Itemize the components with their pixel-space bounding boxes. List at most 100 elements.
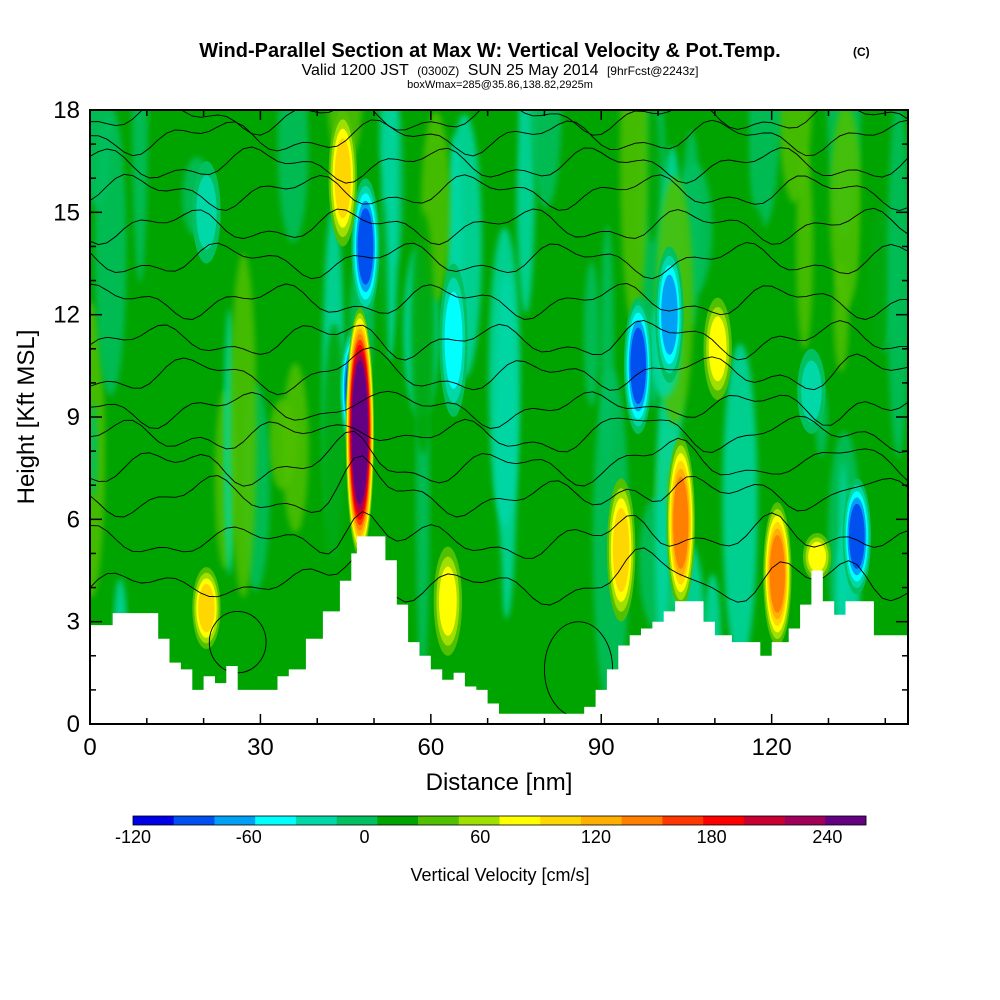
velocity-streak	[530, 110, 562, 208]
colorbar-segment	[540, 816, 582, 825]
theta-contour	[90, 146, 908, 184]
colorbar-segment	[458, 816, 500, 825]
velocity-streak	[90, 110, 112, 208]
y-tick-label: 18	[53, 97, 80, 124]
colorbar-frame	[132, 815, 867, 826]
colorbar-segment	[621, 816, 663, 825]
x-tick-label: 90	[588, 734, 615, 761]
colorbar-segment	[580, 816, 622, 825]
downdraft-core	[801, 360, 822, 423]
colorbar-segment	[418, 816, 460, 825]
colorbar-segment	[743, 816, 785, 825]
colorbar-segment	[133, 816, 175, 825]
x-tick-label: 120	[752, 734, 792, 761]
x-tick-label: 60	[417, 734, 444, 761]
velocity-streak	[722, 343, 758, 664]
theta-contour	[90, 207, 908, 246]
theta-contour	[90, 347, 908, 396]
colorbar-segment	[214, 816, 256, 825]
colorbar-tick-label: 240	[812, 827, 842, 847]
velocity-streak	[737, 110, 750, 225]
colorbar-segment	[295, 816, 337, 825]
updraft-core	[198, 583, 215, 633]
velocity-streak	[655, 399, 670, 661]
colorbar-tick-label: -120	[115, 827, 151, 847]
y-tick-label: 12	[53, 302, 80, 329]
theta-contour	[90, 320, 908, 361]
colorbar-segment	[662, 816, 704, 825]
colorbar-segment	[173, 816, 215, 825]
velocity-streak	[376, 197, 389, 537]
theta-contour	[90, 283, 908, 320]
theta-contour	[90, 390, 908, 429]
theta-contour	[90, 455, 908, 518]
downdraft-core	[357, 208, 374, 285]
colorbar-segment	[499, 816, 541, 825]
x-axis-label: Distance [nm]	[426, 769, 573, 796]
updraft-core	[334, 138, 352, 219]
subtitle-utc: (0300Z)	[417, 64, 459, 78]
colorbar-segment	[784, 816, 826, 825]
velocity-streak	[488, 110, 518, 212]
velocity-streak	[829, 110, 862, 308]
plot-area	[90, 110, 908, 724]
terrain	[90, 536, 908, 724]
theta-contour	[90, 430, 908, 487]
y-tick-label: 15	[53, 199, 80, 226]
theta-contour	[90, 242, 908, 280]
colorbar-label: Vertical Velocity [cm/s]	[410, 865, 589, 885]
updraft-core	[708, 316, 727, 382]
colorbar-tick-label: 120	[581, 827, 611, 847]
colorbar-segment	[377, 816, 419, 825]
chart-subtitle: Valid 1200 JST (0300Z) SUN 25 May 2014 […	[301, 62, 698, 79]
theta-contour	[90, 511, 908, 559]
theta-contours	[90, 110, 908, 718]
y-tick-label: 0	[67, 711, 80, 738]
velocity-streak	[411, 211, 435, 454]
theta-contour	[90, 547, 908, 606]
box-info: boxWmax=285@35.86,138.82,2925m	[407, 79, 593, 91]
colorbar-segment	[336, 816, 378, 825]
y-axis: 0 3 6 9 12 15 18	[53, 97, 908, 738]
colorbar: -120 -60 0 60 120 180 240	[115, 815, 867, 847]
y-axis-label: Height [Kft MSL]	[13, 330, 40, 505]
velocity-streak	[860, 118, 894, 363]
velocity-streak	[277, 110, 309, 243]
y-tick-label: 9	[67, 404, 80, 431]
velocity-streak	[620, 110, 648, 327]
downdraft-core	[630, 327, 647, 405]
velocity-streak	[463, 487, 503, 683]
colorbar-tick-label: 60	[470, 827, 490, 847]
x-tick-label: 30	[247, 734, 274, 761]
subtitle-date: SUN 25 May 2014	[468, 62, 599, 79]
velocity-streak	[740, 206, 768, 315]
velocity-streak	[583, 261, 600, 407]
x-tick-label: 0	[83, 734, 96, 761]
theta-contour	[90, 415, 908, 453]
updraft-core	[612, 507, 630, 593]
velocity-streak	[230, 253, 257, 598]
theta-contour	[90, 173, 908, 211]
updraft-core	[769, 535, 785, 613]
y-tick-label: 6	[67, 506, 80, 533]
updraft-core	[352, 371, 367, 494]
colorbar-segment	[825, 816, 867, 825]
downdraft-core	[849, 503, 865, 569]
updraft-core	[438, 566, 457, 636]
colorbar-segment	[703, 816, 745, 825]
subtitle-valid: Valid 1200 JST	[301, 62, 409, 79]
updraft-core	[808, 541, 827, 572]
downdraft-core	[661, 274, 678, 355]
x-axis: 0 30 60 90 120	[83, 110, 887, 761]
velocity-streak	[796, 147, 814, 350]
velocity-cores	[192, 110, 872, 656]
velocity-streak	[90, 402, 99, 499]
velocity-streak	[132, 110, 148, 284]
velocity-streak	[488, 227, 521, 527]
colorbar-tick-label: 0	[359, 827, 369, 847]
theta-contour	[90, 110, 908, 136]
velocity-streak	[268, 398, 298, 490]
colorbar-tick-label: 180	[697, 827, 727, 847]
y-tick-label: 3	[67, 609, 80, 636]
